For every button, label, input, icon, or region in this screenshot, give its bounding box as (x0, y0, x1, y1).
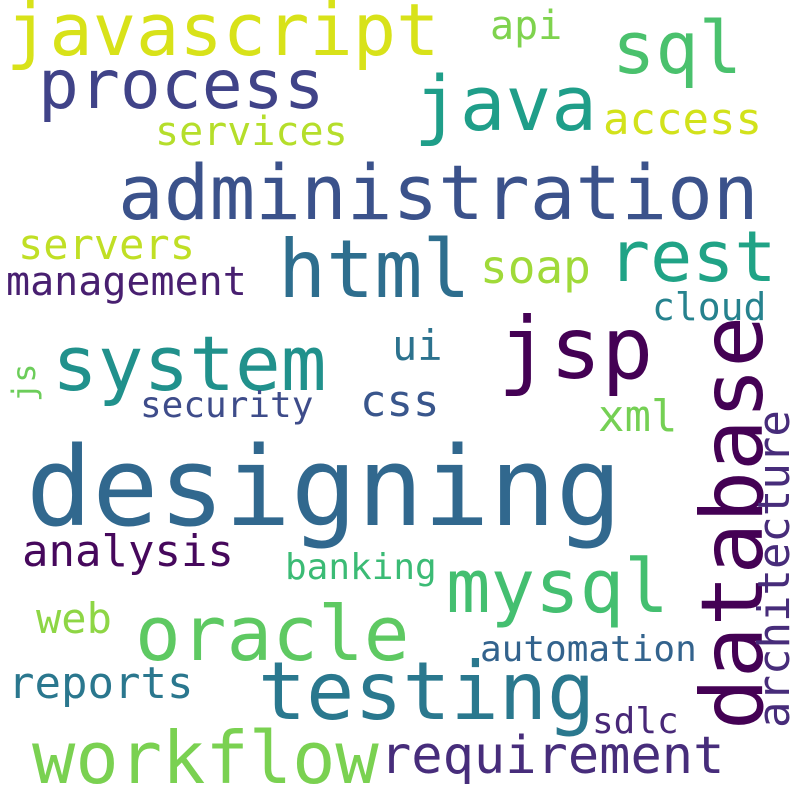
word-css: css (360, 376, 440, 427)
word-architecture: architecture (749, 410, 800, 728)
word-web: web (36, 594, 112, 643)
word-system: system (52, 319, 327, 408)
word-workflow: workflow (32, 716, 379, 800)
word-designing: designing (26, 423, 623, 551)
word-java: java (414, 59, 598, 148)
word-servers: servers (18, 220, 196, 269)
word-rest: rest (608, 216, 777, 298)
word-jsp: jsp (498, 299, 654, 399)
word-administration: administration (118, 148, 759, 237)
word-api: api (490, 3, 563, 49)
word-html: html (278, 223, 471, 316)
word-ui: ui (392, 321, 443, 370)
word-cloud: cloud (652, 285, 767, 329)
word-security: security (140, 385, 314, 426)
word-reports: reports (8, 658, 194, 709)
word-management: management (6, 259, 247, 305)
word-sdlc: sdlc (592, 701, 679, 742)
word-xml: xml (598, 391, 678, 442)
word-analysis: analysis (22, 526, 234, 577)
word-sql: sql (612, 6, 743, 90)
word-javascript: javascript (6, 0, 440, 72)
word-automation: automation (480, 629, 697, 670)
word-requirement: requirement (380, 726, 725, 786)
word-services: services (155, 109, 348, 155)
word-process: process (38, 46, 325, 125)
word-access: access (603, 94, 762, 145)
word-testing: testing (258, 645, 596, 738)
word-banking: banking (285, 547, 437, 588)
word-js: js (5, 363, 43, 402)
word-soap: soap (480, 240, 591, 294)
word-mysql: mysql (446, 544, 669, 630)
word-oracle: oracle (135, 589, 410, 678)
